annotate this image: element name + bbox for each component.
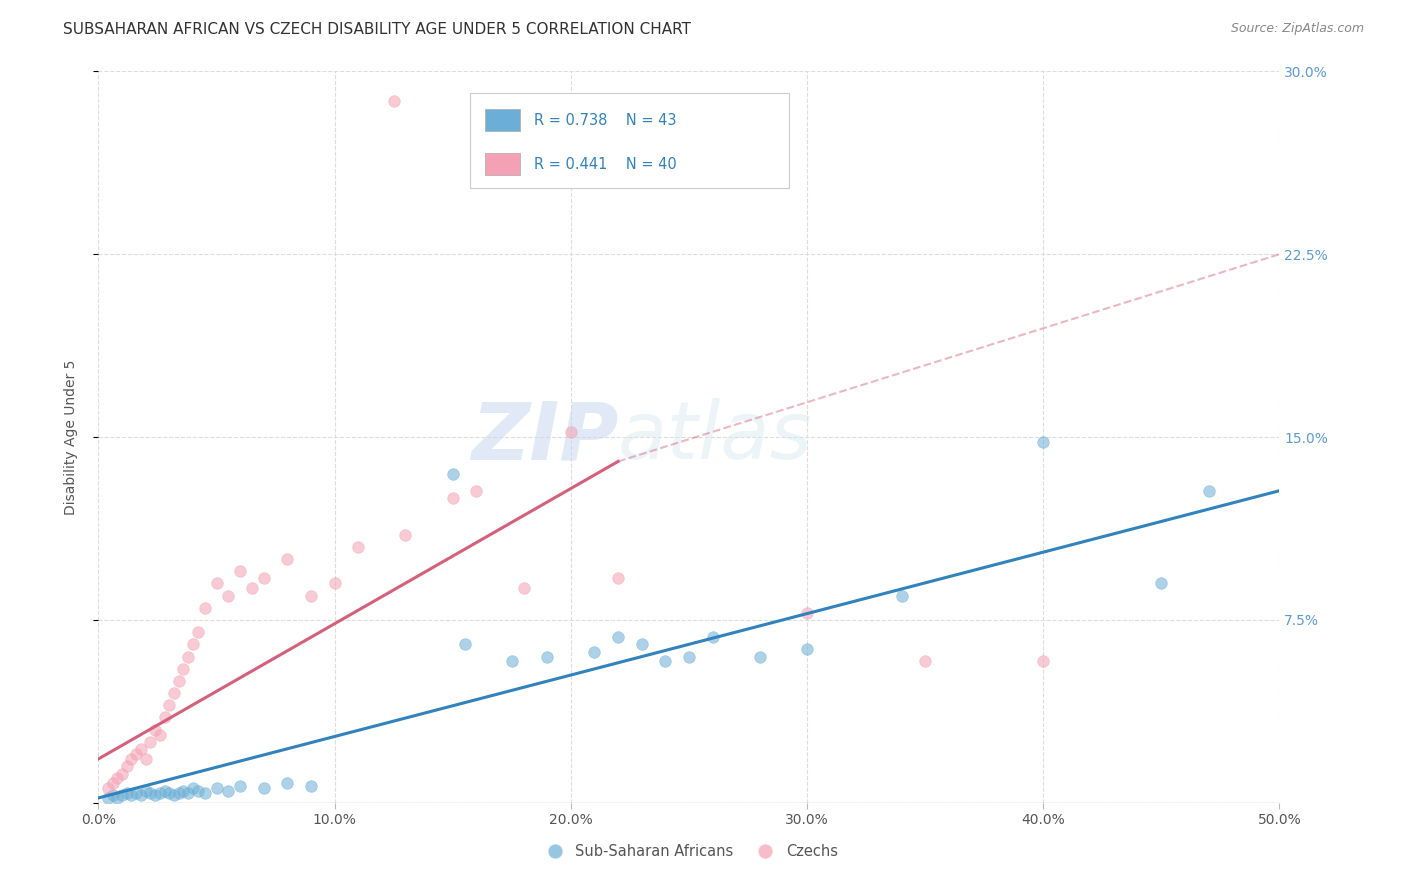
Point — [115, 759, 138, 773]
Text: SUBSAHARAN AFRICAN VS CZECH DISABILITY AGE UNDER 5 CORRELATION CHART: SUBSAHARAN AFRICAN VS CZECH DISABILITY A… — [63, 22, 692, 37]
Point — [105, 772, 128, 786]
Point — [125, 747, 148, 761]
Point — [135, 783, 157, 797]
Point — [157, 698, 180, 713]
Text: ZIP: ZIP — [471, 398, 619, 476]
Point — [253, 781, 276, 796]
Point — [139, 735, 162, 749]
Point — [702, 630, 724, 644]
Point — [394, 527, 416, 541]
Text: atlas: atlas — [619, 398, 813, 476]
Point — [796, 642, 818, 657]
Point — [583, 645, 606, 659]
Point — [382, 94, 405, 108]
Point — [1198, 483, 1220, 498]
Point — [678, 649, 700, 664]
Point — [187, 783, 209, 797]
Point — [536, 649, 558, 664]
Point — [101, 776, 124, 790]
Point — [465, 483, 488, 498]
Point — [181, 781, 204, 796]
Point — [172, 662, 194, 676]
Point — [143, 789, 166, 803]
Point — [111, 789, 134, 803]
Point — [163, 686, 186, 700]
Point — [97, 781, 120, 796]
Point — [890, 589, 912, 603]
FancyBboxPatch shape — [471, 94, 789, 188]
Point — [441, 467, 464, 481]
Point — [153, 783, 176, 797]
Point — [177, 649, 200, 664]
Point — [172, 783, 194, 797]
Point — [194, 600, 217, 615]
Point — [163, 789, 186, 803]
Point — [205, 576, 228, 591]
Point — [97, 791, 120, 805]
Point — [512, 581, 534, 595]
Point — [129, 742, 152, 756]
Point — [253, 572, 276, 586]
Point — [501, 654, 523, 668]
FancyBboxPatch shape — [485, 110, 520, 131]
Point — [276, 552, 298, 566]
Point — [157, 786, 180, 800]
Point — [607, 572, 630, 586]
Point — [167, 673, 190, 688]
Point — [149, 727, 172, 741]
Text: Source: ZipAtlas.com: Source: ZipAtlas.com — [1230, 22, 1364, 36]
Point — [441, 491, 464, 505]
Point — [115, 786, 138, 800]
Point — [229, 564, 252, 578]
Text: R = 0.441    N = 40: R = 0.441 N = 40 — [534, 157, 676, 172]
Point — [796, 606, 818, 620]
Point — [205, 781, 228, 796]
Point — [111, 766, 134, 780]
Y-axis label: Disability Age Under 5: Disability Age Under 5 — [63, 359, 77, 515]
Legend: Sub-Saharan Africans, Czechs: Sub-Saharan Africans, Czechs — [534, 838, 844, 865]
Point — [139, 786, 162, 800]
Point — [153, 710, 176, 724]
Point — [187, 625, 209, 640]
Point — [105, 791, 128, 805]
Point — [101, 789, 124, 803]
Point — [135, 752, 157, 766]
Point — [560, 425, 582, 440]
Point — [1032, 654, 1054, 668]
Point — [914, 654, 936, 668]
Point — [121, 752, 143, 766]
FancyBboxPatch shape — [485, 153, 520, 175]
Point — [630, 637, 652, 651]
Point — [1150, 576, 1173, 591]
Text: R = 0.738    N = 43: R = 0.738 N = 43 — [534, 113, 676, 128]
Point — [149, 786, 172, 800]
Point — [143, 723, 166, 737]
Point — [177, 786, 200, 800]
Point — [181, 637, 204, 651]
Point — [129, 789, 152, 803]
Point — [299, 779, 322, 793]
Point — [607, 630, 630, 644]
Point — [654, 654, 676, 668]
Point — [323, 576, 346, 591]
Point — [1032, 434, 1054, 449]
Point — [125, 786, 148, 800]
Point — [240, 581, 263, 595]
Point — [217, 589, 239, 603]
Point — [347, 540, 370, 554]
Point — [167, 786, 190, 800]
Point — [217, 783, 239, 797]
Point — [453, 637, 475, 651]
Point — [229, 779, 252, 793]
Point — [121, 789, 143, 803]
Point — [276, 776, 298, 790]
Point — [299, 589, 322, 603]
Point — [194, 786, 217, 800]
Point — [748, 649, 770, 664]
